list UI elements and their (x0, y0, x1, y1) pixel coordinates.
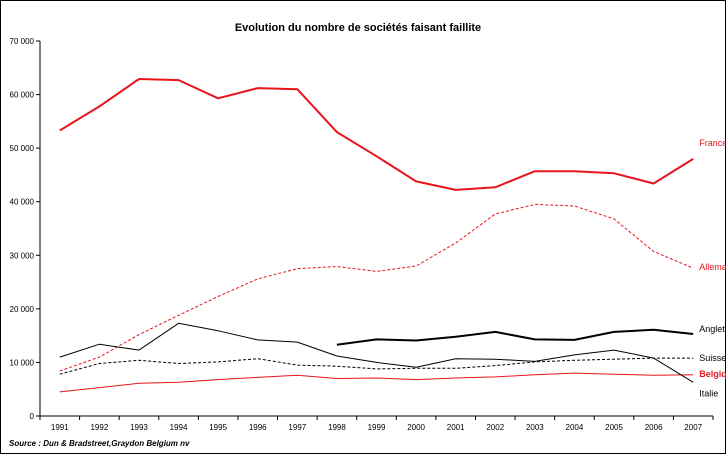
x-tick-label: 2007 (684, 423, 702, 432)
x-tick-label: 2003 (526, 423, 544, 432)
x-tick-label: 1997 (288, 423, 306, 432)
series-layer (59, 78, 694, 393)
y-tick-label: 10 000 (10, 358, 35, 367)
x-tick-label: 1991 (51, 423, 69, 432)
y-tick-label: 30 000 (10, 251, 35, 260)
legend-label-allemagne: Allemagne (699, 262, 726, 272)
x-tick-label: 2005 (605, 423, 623, 432)
x-tick-label: 1995 (209, 423, 227, 432)
y-tick-label: 40 000 (10, 198, 35, 207)
x-tick-label: 1994 (170, 423, 188, 432)
x-tick-label: 2000 (407, 423, 425, 432)
series-line-angleterre (336, 328, 694, 346)
source-note: Source : Dun & Bradstreet,Graydon Belgiu… (9, 439, 190, 448)
x-tick-label: 1998 (328, 423, 346, 432)
legend-label-belgique: Belgique (699, 369, 726, 379)
series-line-suisse (59, 357, 694, 375)
y-tick-label: 70 000 (10, 37, 35, 46)
x-tick-label: 2001 (447, 423, 465, 432)
legend-label-italie: Italie (699, 389, 718, 399)
y-tick-label: 60 000 (10, 91, 35, 100)
x-tick-label: 2002 (486, 423, 504, 432)
chart-title: Evolution du nombre de sociétés faisant … (235, 22, 481, 34)
x-tick-label: 1992 (90, 423, 108, 432)
x-tick-label: 1999 (368, 423, 386, 432)
legend: France Allemagne Angleterre Suisse Belgique I… (699, 138, 726, 399)
y-tick-label: 0 (30, 412, 35, 421)
y-tick-label: 50 000 (10, 144, 35, 153)
legend-label-suisse: Suisse (699, 353, 726, 363)
y-tick-label: 20 000 (10, 305, 35, 314)
x-tick-label: 1993 (130, 423, 148, 432)
legend-label-angleterre: Angleterre (699, 324, 726, 334)
series-line-italie (59, 322, 694, 383)
legend-label-france: France (699, 138, 726, 148)
series-line-belgique (59, 372, 694, 393)
series-line-france (59, 78, 694, 191)
x-tick-label: 2004 (566, 423, 584, 432)
axes: 0 10 000 20 000 30 000 40 000 50 000 60 000 70 … (10, 37, 714, 432)
x-tick-label: 2006 (645, 423, 663, 432)
x-tick-label: 1996 (249, 423, 267, 432)
series-line-allemagne (59, 203, 694, 372)
